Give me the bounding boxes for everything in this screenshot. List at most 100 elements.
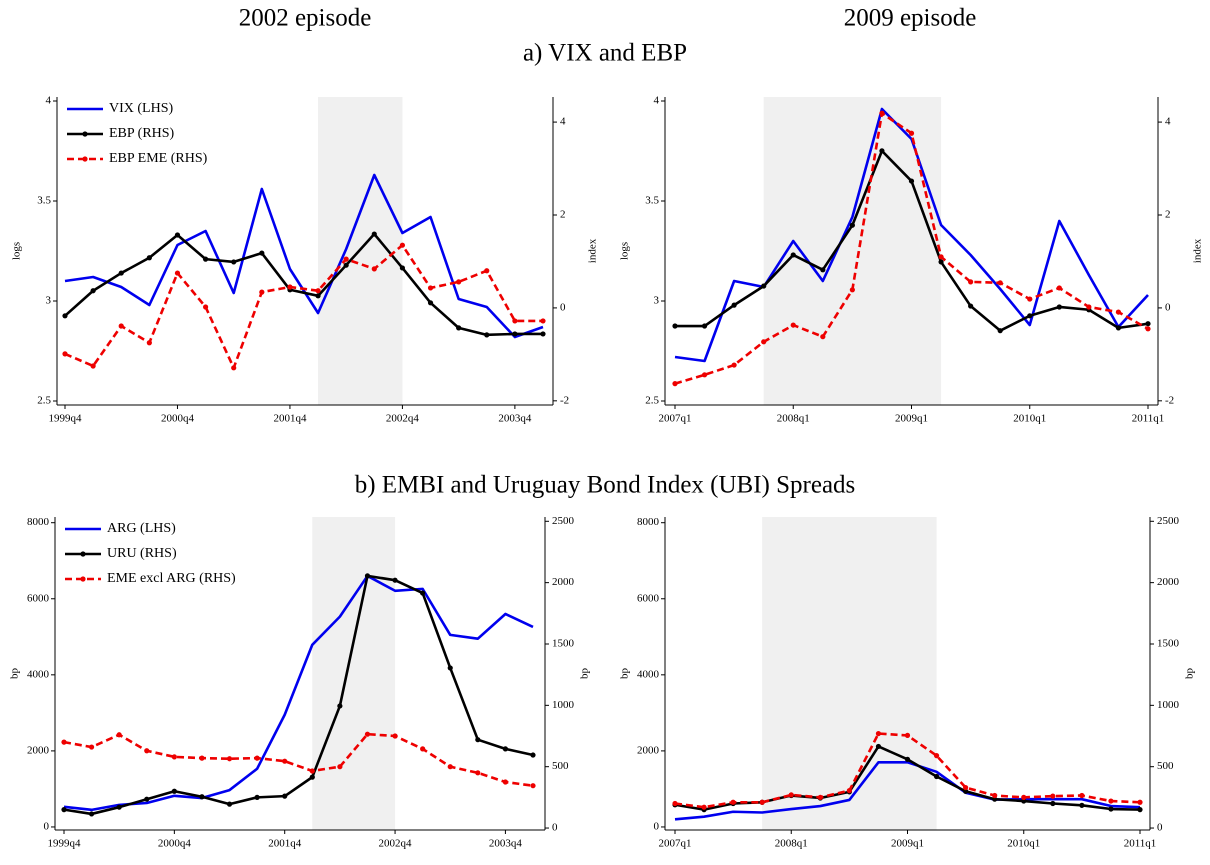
series-marker [672, 381, 678, 387]
y2-tick-label: 1500 [1157, 638, 1180, 650]
series-marker [309, 768, 315, 774]
legend-marker [82, 156, 88, 162]
y-tick-label: 3.5 [37, 195, 51, 207]
series-line [674, 761, 1141, 821]
legend-marker [82, 131, 88, 137]
series-marker [820, 267, 826, 273]
y-tick-label: 6000 [637, 592, 660, 604]
series-marker [530, 783, 536, 789]
series-marker [144, 796, 150, 802]
series-marker [933, 773, 940, 780]
series-marker [231, 365, 237, 371]
series-marker [171, 754, 177, 760]
y2-axis-label: bp [579, 668, 591, 680]
y-tick-label: 2.5 [645, 395, 659, 407]
series-marker [146, 340, 152, 346]
y-tick-label: 0 [654, 820, 660, 832]
series-marker [427, 285, 434, 291]
series-marker [1108, 806, 1114, 812]
series-marker [761, 283, 767, 289]
x-tick-label: 2001q4 [268, 838, 302, 850]
series-marker [790, 322, 796, 328]
series-marker [315, 288, 321, 294]
series-marker [908, 130, 915, 136]
y2-tick-label: 500 [552, 760, 569, 772]
series-marker [968, 303, 974, 309]
y-axis-label: logs [11, 242, 23, 260]
series-marker [938, 259, 944, 265]
series-marker [199, 755, 205, 761]
series-marker [540, 331, 546, 337]
series-marker [399, 242, 406, 248]
y-axis-label: bp [619, 668, 631, 680]
x-tick-label: 2003q4 [489, 838, 523, 850]
y-tick-label: 8000 [27, 516, 50, 528]
x-tick-label: 2009q1 [895, 413, 928, 425]
y2-tick-label: -2 [560, 394, 569, 406]
y2-tick-label: 0 [560, 301, 566, 313]
y2-tick-label: 2000 [1157, 576, 1180, 588]
series-marker [963, 784, 969, 791]
series-marker [672, 800, 678, 807]
series-marker [1021, 798, 1027, 804]
series-marker [875, 743, 882, 750]
series-marker [701, 372, 708, 378]
series-marker [933, 753, 940, 759]
shaded-episode [312, 517, 396, 830]
series-marker [337, 703, 343, 709]
y2-axis-label: index [1192, 238, 1204, 263]
series-marker [447, 764, 453, 770]
series-line [64, 173, 544, 339]
series-marker [399, 265, 406, 271]
series-marker [392, 733, 398, 739]
series-marker [512, 331, 518, 337]
series-marker [1115, 325, 1122, 331]
series-marker [879, 110, 885, 116]
series-marker [61, 739, 67, 745]
series-marker [846, 788, 852, 794]
series-marker [1050, 800, 1056, 807]
series-marker [1027, 296, 1033, 302]
x-tick-label: 2003q4 [498, 413, 532, 425]
series-marker [62, 313, 68, 319]
legend-label: EBP (RHS) [109, 126, 175, 141]
series-marker [1056, 285, 1062, 291]
series-marker [484, 332, 490, 338]
series-marker [1086, 304, 1092, 310]
x-tick-label: 2011q1 [1132, 413, 1165, 425]
y-tick-label: 4000 [27, 668, 50, 680]
legend-label: ARG (LHS) [107, 521, 176, 536]
series-marker [364, 731, 371, 737]
series-marker [90, 363, 96, 369]
series-marker [282, 758, 288, 764]
legend-marker [80, 551, 86, 557]
series-marker [502, 746, 509, 752]
series-marker [992, 792, 998, 799]
series-line [63, 732, 534, 787]
series-marker [254, 755, 260, 761]
x-tick-label: 2000q4 [161, 413, 195, 425]
column-title: 2002 episode [239, 5, 372, 32]
series-marker [701, 323, 708, 329]
series-line [64, 243, 543, 370]
legend-marker [80, 576, 86, 582]
series-line [64, 232, 543, 337]
legend-label: URU (RHS) [107, 546, 177, 561]
series-marker [475, 737, 481, 743]
series-marker [171, 788, 177, 794]
y2-tick-label: 0 [1157, 822, 1163, 834]
y2-axis-label: index [587, 238, 599, 263]
series-marker [904, 756, 911, 762]
series-marker [231, 259, 237, 265]
x-tick-label: 2010q1 [1013, 413, 1046, 425]
y2-tick-label: 4 [560, 116, 566, 128]
series-marker [790, 252, 796, 258]
x-tick-label: 2001q4 [273, 413, 307, 425]
series-marker [997, 280, 1003, 286]
series-marker [1137, 799, 1143, 805]
series-marker [371, 266, 377, 272]
series-marker [309, 774, 315, 780]
series-marker [343, 262, 349, 268]
y2-tick-label: 0 [1165, 301, 1171, 313]
y-axis-label: bp [9, 668, 21, 680]
